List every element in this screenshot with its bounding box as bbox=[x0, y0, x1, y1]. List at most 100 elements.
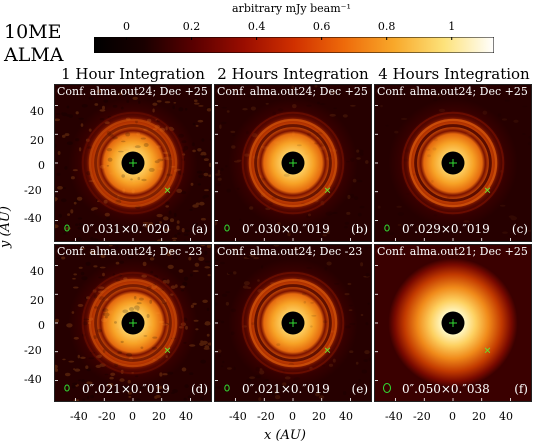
planet-marker-b bbox=[324, 187, 331, 194]
colorbar-tick-labels: 0 0.2 0.4 0.6 0.8 1 bbox=[94, 20, 494, 34]
x-tick: 40 bbox=[499, 410, 513, 423]
x-axis-ticks: -40 -20 0 20 40 -40 -20 0 20 40 -40 -20 … bbox=[0, 410, 538, 424]
panel-config-label: Conf. alma.out24; Dec -23 bbox=[57, 245, 202, 258]
x-tick: 40 bbox=[339, 410, 353, 423]
column-title-4h: 4 Hours Integration bbox=[378, 65, 530, 83]
x-tick: 20 bbox=[152, 410, 166, 423]
outer-ring bbox=[81, 111, 185, 215]
planet-marker-b bbox=[484, 187, 491, 194]
disk-ring bbox=[248, 278, 338, 368]
image-panel-a: Conf. alma.out24; Dec +25 0″.031×0.″020 (a… bbox=[54, 84, 212, 242]
x-tick: 20 bbox=[472, 410, 486, 423]
panel-letter: (d) bbox=[191, 382, 208, 396]
x-tick: -40 bbox=[229, 410, 247, 423]
beam-size-label: 0″.030×0.″019 bbox=[242, 222, 330, 236]
panel-letter: (f) bbox=[514, 382, 528, 396]
beam-ellipse bbox=[64, 224, 70, 232]
disk-gap bbox=[254, 284, 332, 362]
x-tick: -20 bbox=[98, 410, 116, 423]
panel-frame bbox=[54, 244, 212, 402]
planet-marker-b bbox=[164, 187, 171, 194]
y-tick: 40 bbox=[30, 265, 44, 278]
panel-config-label: Conf. alma.out21; Dec +25 bbox=[377, 245, 528, 258]
y-tick: 40 bbox=[30, 105, 44, 118]
disk-ring bbox=[248, 118, 338, 208]
y-axis-label: y (AU) bbox=[0, 206, 13, 248]
outer-ring bbox=[81, 271, 185, 375]
x-tick: 20 bbox=[312, 410, 326, 423]
outer-ring bbox=[241, 111, 345, 215]
panel-letter: (b) bbox=[351, 222, 368, 236]
beam-ellipse bbox=[383, 383, 391, 393]
colorbar bbox=[94, 37, 494, 53]
planet-marker-b bbox=[324, 347, 331, 354]
panel-config-label: Conf. alma.out24; Dec -23 bbox=[217, 245, 362, 258]
y-tick: 20 bbox=[30, 294, 44, 307]
outer-ring bbox=[241, 271, 345, 375]
beam-ellipse bbox=[224, 384, 230, 392]
image-panel-d: Conf. alma.out24; Dec -23 0″.021×0.″019 (d… bbox=[54, 244, 212, 402]
noise-texture bbox=[214, 244, 372, 401]
beam-ellipse bbox=[224, 224, 230, 232]
y-tick: 0 bbox=[38, 319, 45, 332]
image-panel-b: Conf. alma.out24; Dec +25 0″.030×0.″019 (b… bbox=[214, 84, 372, 242]
panel-frame bbox=[54, 84, 212, 242]
figure-label-10me: 10ME bbox=[4, 21, 62, 43]
y-tick: -20 bbox=[24, 184, 42, 197]
panel-frame bbox=[214, 84, 372, 242]
planet-marker-b bbox=[484, 347, 491, 354]
y-tick: 0 bbox=[38, 159, 45, 172]
panel-letter: (c) bbox=[512, 222, 528, 236]
x-tick: 40 bbox=[179, 410, 193, 423]
beam-size-label: 0″.021×0.″019 bbox=[82, 382, 170, 396]
image-panel-f: Conf. alma.out21; Dec +25 0″.050×0.″038 (f… bbox=[374, 244, 532, 402]
panel-frame bbox=[374, 244, 532, 402]
x-tick: -20 bbox=[257, 410, 275, 423]
x-tick: -40 bbox=[385, 410, 403, 423]
beam-size-label: 0″.050×0.″038 bbox=[402, 382, 490, 396]
outer-ring bbox=[401, 111, 505, 215]
colorbar-tick: 0.6 bbox=[312, 20, 331, 33]
x-axis-label: x (AU) bbox=[264, 428, 306, 443]
colorbar-label: arbitrary mJy beam⁻¹ bbox=[232, 2, 351, 15]
planet-marker-b bbox=[164, 347, 171, 354]
disk-ring bbox=[408, 118, 498, 208]
disk-ring bbox=[88, 278, 178, 368]
disk-gap bbox=[94, 124, 172, 202]
image-panel-e: Conf. alma.out24; Dec -23 0″.021×0.″019 (e… bbox=[214, 244, 372, 402]
colorbar-gradient bbox=[94, 37, 494, 53]
y-tick: -40 bbox=[24, 373, 42, 386]
noise-texture bbox=[54, 244, 212, 402]
colorbar-tick: 0 bbox=[123, 20, 131, 33]
beam-size-label: 0″.021×0.″019 bbox=[242, 382, 330, 396]
disk-gap bbox=[414, 124, 492, 202]
x-tick: -40 bbox=[70, 410, 88, 423]
x-tick: 0 bbox=[449, 410, 456, 423]
y-tick: 20 bbox=[30, 134, 44, 147]
disk-ring bbox=[88, 118, 178, 208]
noise-texture bbox=[54, 84, 212, 242]
disk-gap bbox=[254, 124, 332, 202]
figure-label-alma: ALMA bbox=[4, 44, 64, 66]
beam-ellipse bbox=[384, 224, 390, 232]
column-title-2h: 2 Hours Integration bbox=[217, 65, 369, 83]
y-tick: -40 bbox=[24, 212, 42, 225]
beam-size-label: 0″.031×0.″020 bbox=[82, 222, 170, 236]
disk-gap bbox=[94, 284, 172, 362]
panel-frame bbox=[214, 244, 372, 402]
x-tick: 0 bbox=[289, 410, 296, 423]
panel-letter: (e) bbox=[352, 382, 368, 396]
colorbar-tick: 0.4 bbox=[247, 20, 266, 33]
colorbar-tick: 0.8 bbox=[377, 20, 396, 33]
panel-frame bbox=[374, 84, 532, 242]
x-tick: -20 bbox=[413, 410, 431, 423]
panel-config-label: Conf. alma.out24; Dec +25 bbox=[57, 85, 208, 98]
panel-config-label: Conf. alma.out24; Dec +25 bbox=[217, 85, 368, 98]
colorbar-tick: 0.2 bbox=[182, 20, 201, 33]
beam-ellipse bbox=[64, 384, 70, 392]
image-panel-c: Conf. alma.out24; Dec +25 0″.029×0.″019 (c… bbox=[374, 84, 532, 242]
colorbar-tick: 1 bbox=[448, 20, 456, 33]
y-tick: -20 bbox=[24, 344, 42, 357]
panel-letter: (a) bbox=[191, 222, 208, 236]
